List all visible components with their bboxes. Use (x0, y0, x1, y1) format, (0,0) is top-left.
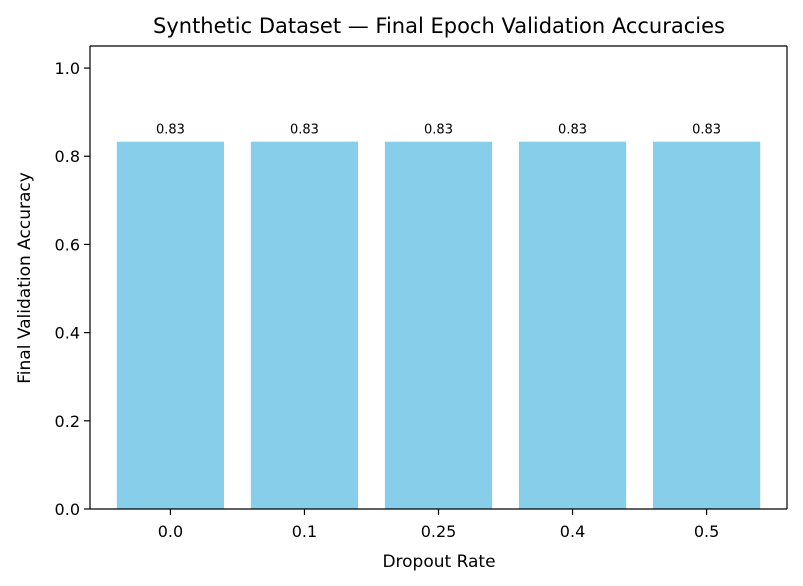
plot-area: 0.83 0.83 0.83 0.83 0.83 0.0 0.2 0.4 0.6 0.8 1.0 0.… (55, 45, 788, 541)
x-tick-label-1: 0.1 (292, 522, 317, 541)
bar-value-label-2: 0.83 (424, 123, 453, 138)
x-tick-label-2: 0.25 (421, 522, 457, 541)
bar-4 (652, 141, 761, 510)
bar-3 (518, 141, 627, 510)
bar-2 (384, 141, 493, 510)
x-axis-label: Dropout Rate (382, 552, 495, 572)
x-tick-label-4: 0.5 (694, 522, 719, 541)
bar-value-label-1: 0.83 (290, 123, 319, 138)
y-tick-label-1: 0.2 (55, 412, 80, 431)
bar-0 (116, 141, 225, 510)
bar-value-label-3: 0.83 (558, 123, 587, 138)
y-tick-label-5: 1.0 (55, 59, 80, 78)
y-tick-label-4: 0.8 (55, 147, 80, 166)
x-tick-label-3: 0.4 (560, 522, 585, 541)
bar-1 (250, 141, 359, 510)
y-tick-label-0: 0.0 (55, 500, 80, 519)
y-axis-label: Final Validation Accuracy (15, 172, 35, 384)
bar-value-label-4: 0.83 (692, 123, 721, 138)
bar-value-label-0: 0.83 (156, 123, 185, 138)
x-tick-label-0: 0.0 (158, 522, 183, 541)
y-tick-label-3: 0.6 (55, 235, 80, 254)
chart-title: Synthetic Dataset — Final Epoch Validati… (153, 14, 725, 38)
y-tick-label-2: 0.4 (55, 324, 80, 343)
